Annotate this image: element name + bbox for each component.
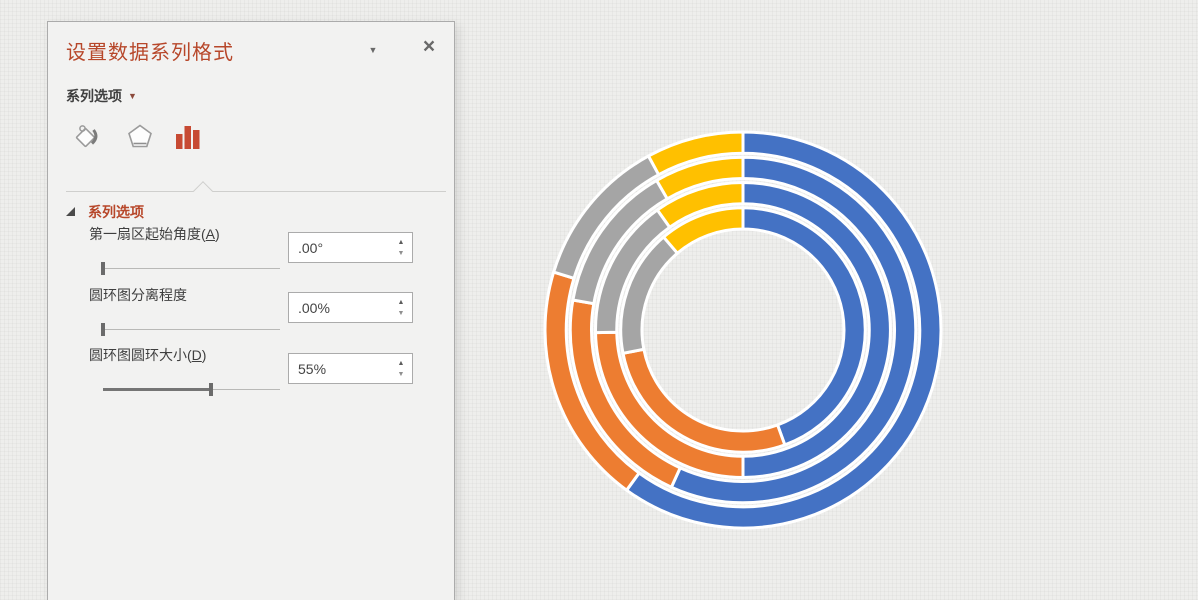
- doughnut-hole-size-slider[interactable]: [103, 382, 280, 397]
- doughnut-explosion-spinbox: ▲ ▼: [288, 292, 413, 323]
- slider-thumb[interactable]: [101, 262, 105, 275]
- tab-series-options[interactable]: [170, 118, 206, 156]
- chevron-down-icon: ▼: [128, 91, 137, 101]
- spin-up-icon[interactable]: ▲: [397, 238, 405, 246]
- doughnut-hole-size-spinbox: ▲ ▼: [288, 353, 413, 384]
- pane-title: 设置数据系列格式: [66, 42, 234, 64]
- doughnut-hole-size-label: 圆环图圆环大小(D): [89, 347, 207, 363]
- ring-1-innermost-yellow-segment[interactable]: [662, 206, 745, 255]
- ring-4-outermost-yellow-segment[interactable]: [647, 130, 745, 177]
- chevron-down-icon: ▼: [368, 45, 378, 55]
- format-data-series-pane: 设置数据系列格式 ▼ × 系列选项 ▼ 系列选项 第一扇区起始角度: [47, 21, 455, 600]
- spin-down-icon[interactable]: ▼: [397, 249, 405, 257]
- access-key: D: [191, 347, 202, 363]
- slider-rail: [103, 329, 280, 330]
- bar-chart-icon: [176, 126, 200, 149]
- collapse-triangle-icon: [66, 206, 75, 216]
- slider-rail: [103, 268, 280, 269]
- tab-fill-and-line[interactable]: [69, 118, 105, 156]
- ring-3-yellow-segment[interactable]: [655, 155, 745, 201]
- first-slice-angle-label: 第一扇区起始角度(A): [89, 226, 220, 242]
- section-series-options[interactable]: 系列选项: [66, 202, 144, 222]
- first-slice-angle-spinbox: ▲ ▼: [288, 232, 413, 263]
- spin-up-icon[interactable]: ▲: [397, 359, 405, 367]
- first-slice-angle-slider[interactable]: [101, 261, 280, 276]
- series-options-dropdown-label: 系列选项: [66, 88, 122, 104]
- slider-thumb[interactable]: [208, 383, 213, 396]
- doughnut-explosion-slider[interactable]: [101, 322, 280, 337]
- slider-thumb[interactable]: [101, 323, 105, 336]
- spin-down-icon[interactable]: ▼: [397, 370, 405, 378]
- series-options-dropdown[interactable]: 系列选项 ▼: [66, 86, 137, 106]
- pane-close-button[interactable]: ×: [416, 34, 442, 60]
- slider-fill: [103, 388, 211, 391]
- tab-divider: [66, 181, 446, 201]
- first-slice-angle-input[interactable]: [289, 233, 394, 262]
- close-icon: ×: [422, 35, 436, 58]
- tab-effects[interactable]: [122, 118, 158, 156]
- doughnut-explosion-label: 圆环图分离程度: [89, 287, 187, 303]
- doughnut-explosion-input[interactable]: [289, 293, 394, 322]
- pentagon-icon: [128, 124, 152, 148]
- spin-down-icon[interactable]: ▼: [397, 309, 405, 317]
- doughnut-hole-size-input[interactable]: [289, 354, 394, 383]
- section-title: 系列选项: [88, 204, 144, 220]
- access-key: A: [205, 226, 216, 242]
- ring-2-yellow-segment[interactable]: [655, 181, 745, 229]
- active-tab-notch: [193, 181, 213, 201]
- doughnut-chart[interactable]: [533, 120, 953, 540]
- paint-bucket-icon: [75, 125, 98, 148]
- pane-menu-button[interactable]: ▼: [362, 40, 384, 60]
- spin-up-icon[interactable]: ▲: [397, 298, 405, 306]
